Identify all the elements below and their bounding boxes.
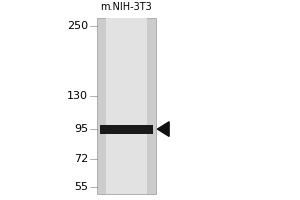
Text: 72: 72	[74, 154, 88, 164]
Text: 130: 130	[67, 91, 88, 101]
Polygon shape	[158, 122, 169, 136]
Bar	[97, 18, 156, 194]
Text: m.NIH-3T3: m.NIH-3T3	[100, 2, 152, 12]
Text: 95: 95	[74, 124, 88, 134]
Bar	[100, 125, 153, 134]
Bar	[106, 18, 147, 194]
Text: 55: 55	[74, 182, 88, 192]
Text: 250: 250	[67, 21, 88, 31]
